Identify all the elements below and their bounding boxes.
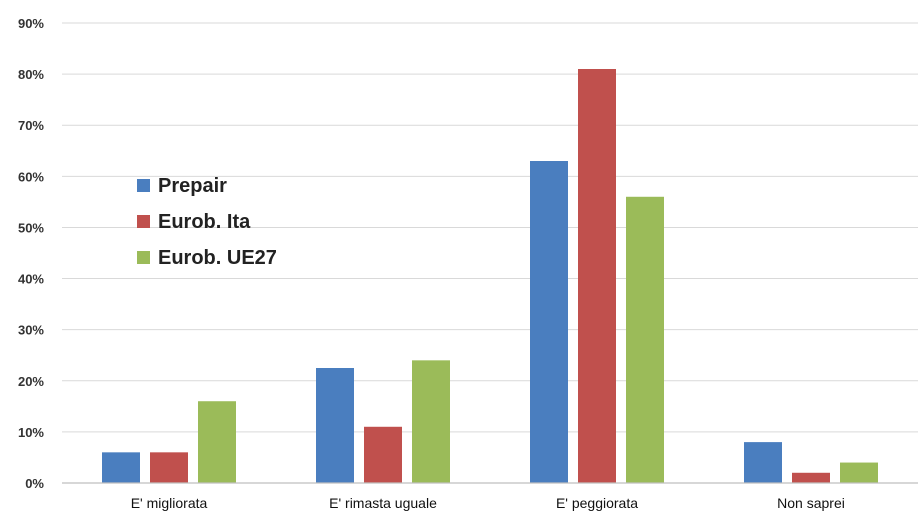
y-tick-label: 40% xyxy=(18,272,44,287)
bar-prepair-0 xyxy=(102,452,140,483)
bar-eurob-ita-3 xyxy=(792,472,830,483)
y-tick-label: 80% xyxy=(18,67,44,82)
x-axis: E' migliorata E' rimasta uguale E' peggior… xyxy=(62,482,918,511)
legend-swatch xyxy=(137,215,150,228)
y-tick-label: 60% xyxy=(18,169,44,184)
y-tick-label: 70% xyxy=(18,118,44,133)
legend: Prepair Eurob. Ita Eurob. UE27 xyxy=(137,175,277,269)
y-tick-label: 20% xyxy=(18,374,44,389)
bar-eurob-ita-1 xyxy=(364,426,402,483)
bar-prepair-1 xyxy=(316,368,354,483)
legend-label: Eurob. UE27 xyxy=(158,247,277,269)
x-category-label: Non saprei xyxy=(777,495,845,511)
bar-eurob-ita-0 xyxy=(150,452,188,483)
x-category-label: E' peggiorata xyxy=(556,495,638,511)
y-tick-label: 30% xyxy=(18,323,44,338)
y-tick-label: 0% xyxy=(25,476,44,491)
gridlines xyxy=(62,22,918,433)
legend-swatch xyxy=(137,179,150,192)
y-tick-label: 50% xyxy=(18,220,44,235)
x-category-label: E' migliorata xyxy=(131,495,208,511)
bar-eurob-ita-2 xyxy=(578,69,616,483)
bar-eurob-ue27-0 xyxy=(198,401,236,483)
bars xyxy=(102,69,878,483)
y-tick-label: 10% xyxy=(18,425,44,440)
bar-eurob-ue27-3 xyxy=(840,462,878,483)
x-category-label: E' rimasta uguale xyxy=(329,495,437,511)
bar-prepair-3 xyxy=(744,442,782,483)
legend-label: Prepair xyxy=(158,175,227,197)
bar-eurob-ue27-1 xyxy=(412,360,450,483)
bar-prepair-2 xyxy=(530,161,568,483)
legend-label: Eurob. Ita xyxy=(158,211,251,233)
y-tick-label: 90% xyxy=(18,16,44,31)
y-axis: 0% 10% 20% 30% 40% 50% 60% 70% 80% 90% xyxy=(18,16,44,491)
bar-eurob-ue27-2 xyxy=(626,196,664,483)
legend-swatch xyxy=(137,251,150,264)
